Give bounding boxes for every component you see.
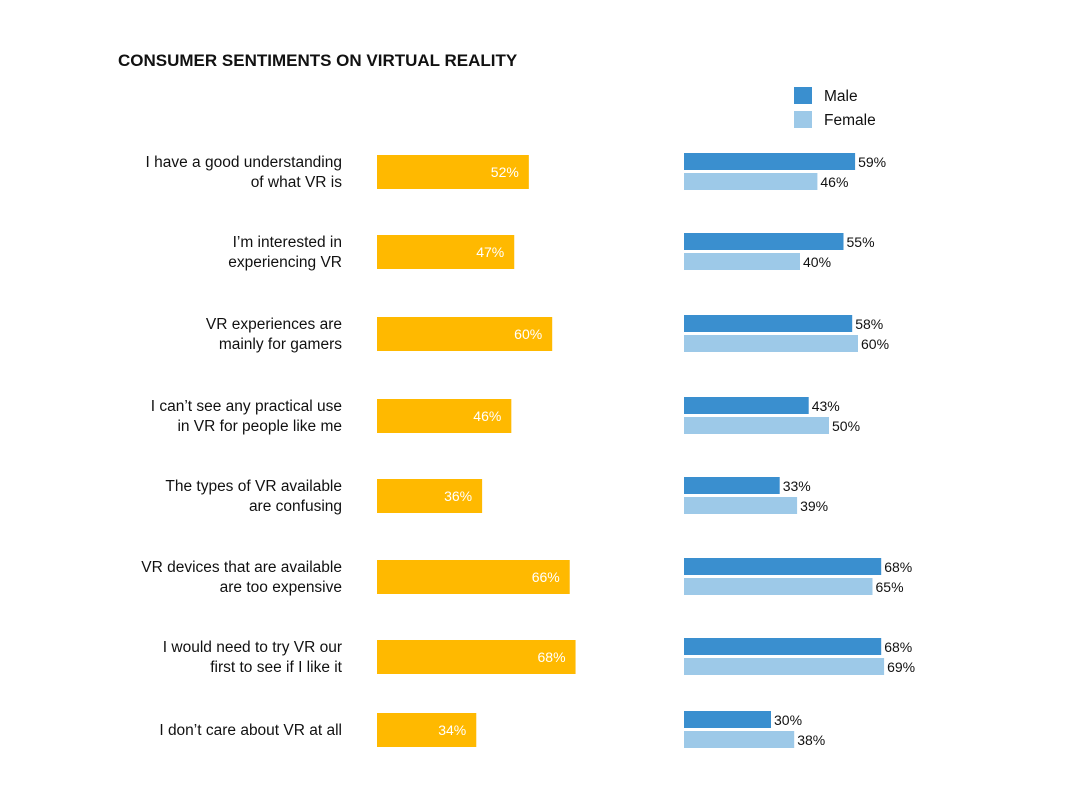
overall-bar (377, 155, 529, 189)
female-value-label: 65% (876, 579, 904, 595)
category-label-line: in VR for people like me (177, 418, 342, 435)
category-label: I don’t care about VR at all (159, 722, 342, 739)
female-bar (684, 497, 798, 514)
overall-bar (377, 399, 512, 433)
category-label: I would need to try VR our first to see i… (163, 639, 343, 676)
legend-swatch-male (794, 87, 812, 104)
row-6: VR devices that are available are too exp… (141, 558, 912, 596)
male-value-label: 33% (783, 478, 811, 494)
row-8: I don’t care about VR at all 34% 30% 38% (159, 711, 825, 748)
male-value-label: 58% (855, 316, 883, 332)
overall-value-label: 34% (438, 722, 466, 738)
chart-title: CONSUMER SENTIMENTS ON VIRTUAL REALITY (118, 51, 518, 70)
female-bar (684, 658, 885, 675)
female-bar (684, 335, 858, 352)
overall-value-label: 68% (538, 649, 566, 665)
male-value-label: 68% (884, 639, 912, 655)
row-4: I can’t see any practical use in VR for p… (151, 397, 860, 435)
category-label-line: are confusing (249, 498, 342, 515)
overall-value-label: 66% (532, 569, 560, 585)
female-value-label: 69% (887, 659, 915, 675)
female-bar (684, 731, 795, 748)
male-bar (684, 638, 882, 655)
female-value-label: 50% (832, 418, 860, 434)
category-label-line: I would need to try VR our (163, 639, 342, 656)
overall-bar (377, 713, 477, 747)
category-label-line: VR experiences are (206, 316, 342, 333)
female-value-label: 46% (820, 174, 848, 190)
female-bar (684, 417, 829, 434)
row-3: VR experiences are mainly for gamers 60% 58… (206, 315, 889, 353)
category-label-line: of what VR is (251, 174, 343, 191)
category-label-line: I can’t see any practical use (151, 398, 342, 415)
female-bar (684, 578, 873, 595)
row-1: I have a good understanding of what VR is… (146, 153, 886, 191)
female-value-label: 38% (797, 732, 825, 748)
category-label-line: are too expensive (220, 579, 342, 596)
category-label-line: I don’t care about VR at all (159, 722, 342, 739)
category-label: VR experiences are mainly for gamers (206, 316, 342, 353)
female-bar (684, 173, 818, 190)
legend-swatch-female (794, 111, 812, 128)
overall-value-label: 52% (491, 164, 519, 180)
row-2: I’m interested in experiencing VR 47% 55% 40… (228, 233, 875, 271)
chart-rows: I have a good understanding of what VR is… (141, 153, 915, 748)
row-7: I would need to try VR our first to see i… (163, 638, 915, 676)
overall-value-label: 60% (514, 326, 542, 342)
male-value-label: 55% (847, 234, 875, 250)
category-label: VR devices that are available are too exp… (141, 559, 342, 596)
male-value-label: 68% (884, 559, 912, 575)
category-label-line: I have a good understanding (146, 154, 343, 171)
category-label: I have a good understanding of what VR is (146, 154, 343, 191)
row-5: The types of VR available are confusing 36… (165, 477, 828, 515)
category-label-line: I’m interested in (233, 234, 342, 251)
female-value-label: 60% (861, 336, 889, 352)
overall-bar (377, 235, 515, 269)
category-label: I’m interested in experiencing VR (228, 234, 342, 271)
male-bar (684, 233, 844, 250)
overall-bar (377, 317, 553, 351)
male-bar (684, 477, 780, 494)
male-bar (684, 558, 882, 575)
overall-value-label: 46% (473, 408, 501, 424)
category-label-line: experiencing VR (228, 254, 342, 271)
overall-value-label: 36% (444, 488, 472, 504)
legend-label-male: Male (824, 88, 858, 105)
category-label-line: first to see if I like it (210, 659, 342, 676)
overall-bar (377, 560, 570, 594)
category-label-line: VR devices that are available (141, 559, 342, 576)
overall-bar (377, 479, 483, 513)
male-bar (684, 397, 809, 414)
male-value-label: 43% (812, 398, 840, 414)
male-bar (684, 153, 856, 170)
category-label: I can’t see any practical use in VR for p… (151, 398, 342, 435)
female-bar (684, 253, 800, 270)
overall-bar (377, 640, 576, 674)
male-bar (684, 315, 853, 332)
male-value-label: 59% (858, 154, 886, 170)
overall-value-label: 47% (476, 244, 504, 260)
category-label: The types of VR available are confusing (165, 478, 342, 515)
category-label-line: mainly for gamers (219, 336, 342, 353)
female-value-label: 40% (803, 254, 831, 270)
category-label-line: The types of VR available (165, 478, 342, 495)
legend: Male Female (794, 87, 876, 129)
legend-label-female: Female (824, 112, 876, 129)
female-value-label: 39% (800, 498, 828, 514)
male-value-label: 30% (774, 712, 802, 728)
male-bar (684, 711, 771, 728)
